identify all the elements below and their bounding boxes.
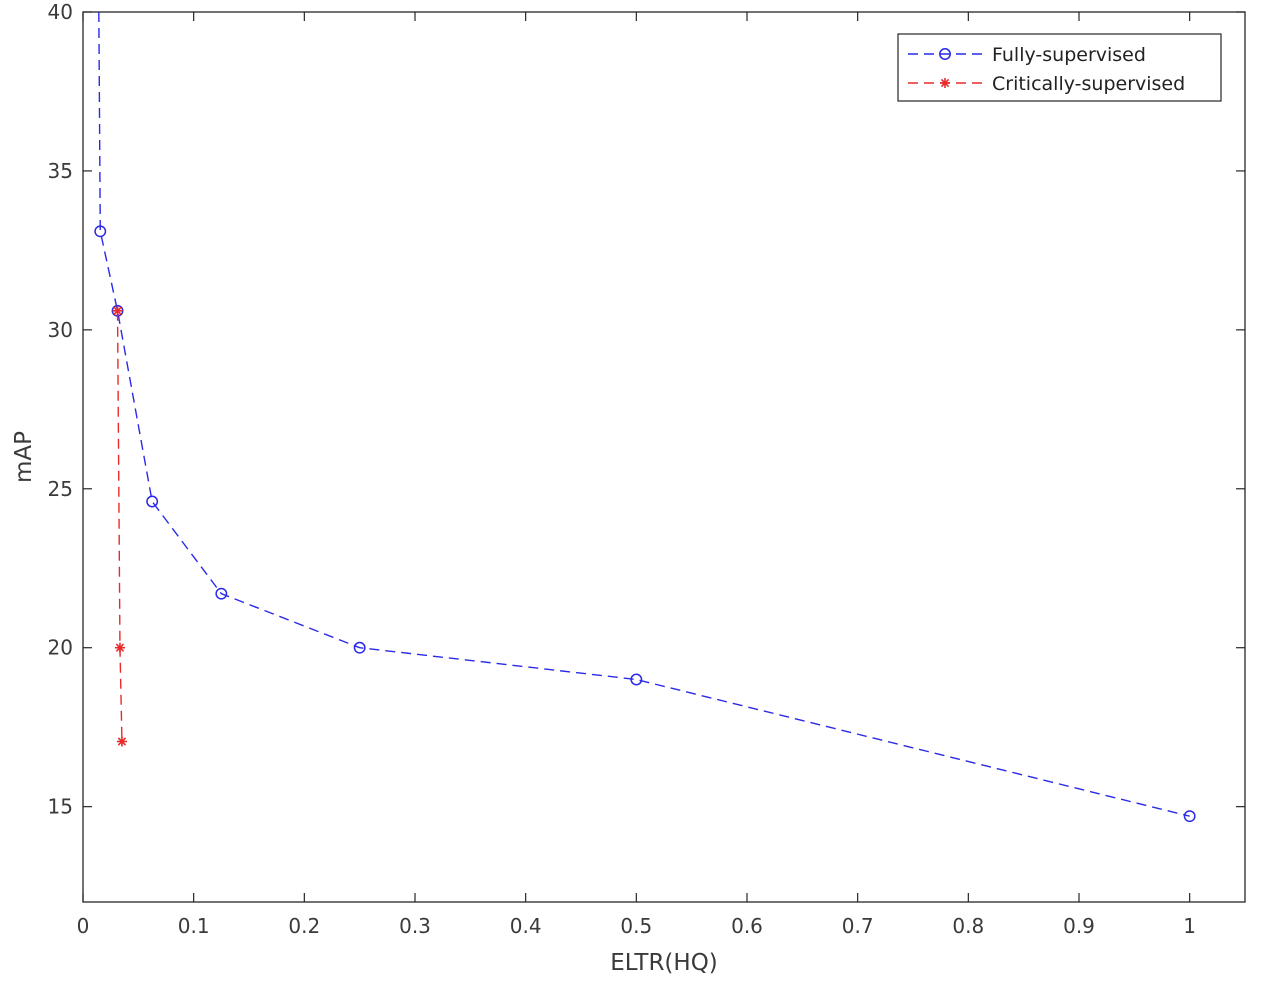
legend-box bbox=[897, 33, 1222, 102]
x-axis: 0 0.1 0.2 0.3 0.4 0.5 0.6 0.7 0.8 0.9 1 bbox=[77, 12, 1196, 938]
series-layer bbox=[94, 11, 1196, 823]
y-tick-label: 15 bbox=[48, 795, 73, 819]
y-tick-label: 20 bbox=[48, 636, 73, 660]
x-tick-label: 0.4 bbox=[510, 914, 542, 938]
x-tick-label: 1 bbox=[1183, 914, 1196, 938]
series-1-point bbox=[94, 225, 107, 238]
asterisk-stroke bbox=[115, 643, 125, 652]
series-1-point bbox=[353, 641, 366, 654]
y-tick-label: 40 bbox=[48, 0, 73, 24]
series-2-point bbox=[116, 736, 127, 747]
y-tick-label: 30 bbox=[48, 318, 73, 342]
legend-marker bbox=[940, 78, 950, 88]
legend: Fully-supervised Critically-supervised bbox=[897, 33, 1222, 102]
x-tick-label: 0.1 bbox=[178, 914, 210, 938]
legend-label: Critically-supervised bbox=[992, 73, 1185, 95]
series-1-point bbox=[1183, 810, 1196, 823]
x-tick-label: 0.2 bbox=[288, 914, 320, 938]
x-axis-label: ELTR(HQ) bbox=[610, 950, 718, 976]
legend-marker bbox=[939, 48, 951, 60]
series-line-1 bbox=[98, 11, 1190, 817]
y-tick-label: 35 bbox=[48, 159, 73, 183]
x-tick-label: 0.3 bbox=[399, 914, 431, 938]
y-axis: 15 20 25 30 35 40 bbox=[48, 0, 1245, 819]
legend-label: Fully-supervised bbox=[992, 44, 1146, 66]
series-1-point bbox=[630, 673, 643, 686]
y-tick-label: 25 bbox=[48, 477, 73, 501]
asterisk-stroke bbox=[940, 78, 950, 88]
x-tick-label: 0.7 bbox=[842, 914, 874, 938]
series-2-point bbox=[114, 642, 125, 653]
asterisk-stroke bbox=[117, 737, 127, 746]
series-2-point bbox=[112, 305, 123, 316]
x-tick-label: 0 bbox=[77, 914, 90, 938]
series-1-point bbox=[146, 495, 159, 508]
y-axis-label: mAP bbox=[11, 431, 37, 483]
plot-area bbox=[82, 11, 1246, 903]
x-tick-label: 0.6 bbox=[731, 914, 763, 938]
series-1-point bbox=[215, 587, 228, 600]
asterisk-stroke bbox=[113, 306, 122, 315]
x-tick-label: 0.5 bbox=[620, 914, 652, 938]
x-tick-label: 0.8 bbox=[952, 914, 984, 938]
x-tick-label: 0.9 bbox=[1063, 914, 1095, 938]
